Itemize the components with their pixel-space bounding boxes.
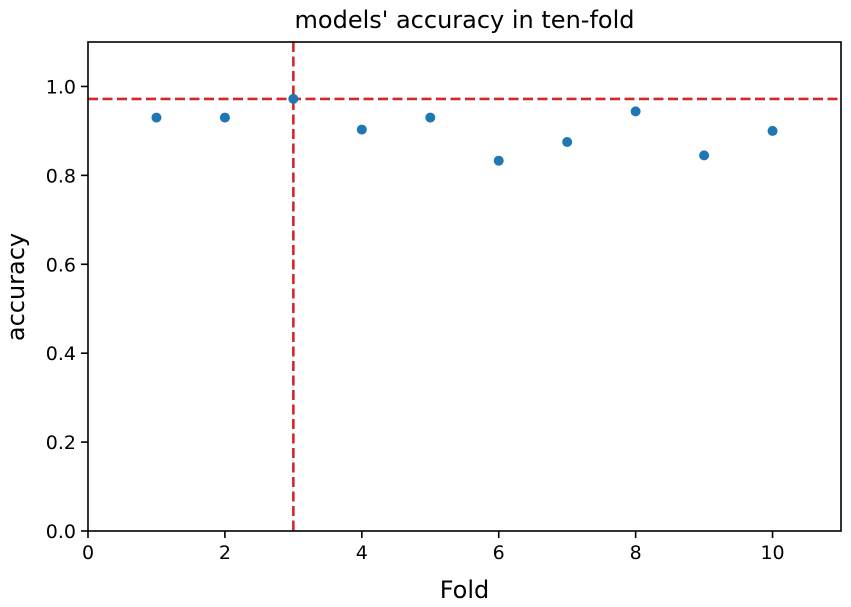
data-point	[356, 124, 367, 135]
x-axis-label: Fold	[440, 576, 490, 604]
plot-area: 0 2 4 6 8 10 0.0 0.2 0.4 0.6 0.8 1.0	[46, 41, 842, 564]
x-tick-label: 10	[760, 542, 784, 564]
plot-frame	[87, 41, 842, 532]
y-axis-label: accuracy	[2, 233, 30, 341]
data-point	[630, 106, 641, 117]
data-point	[425, 112, 436, 123]
x-tick-label: 8	[630, 542, 642, 564]
data-point	[562, 137, 573, 148]
data-point	[151, 112, 162, 123]
data-point	[699, 150, 710, 161]
y-tick-label: 0.0	[46, 521, 76, 543]
data-point	[767, 125, 778, 136]
y-tick-label: 0.8	[46, 165, 76, 187]
x-tick-label: 4	[356, 542, 368, 564]
y-tick-label: 0.2	[46, 432, 76, 454]
y-tick-label: 1.0	[46, 76, 76, 98]
chart-title: models' accuracy in ten-fold	[295, 6, 635, 34]
x-tick-label: 0	[82, 542, 94, 564]
x-tick-label: 2	[219, 542, 231, 564]
x-tick-label: 6	[493, 542, 505, 564]
y-tick-label: 0.4	[46, 343, 76, 365]
y-tick-label: 0.6	[46, 254, 76, 276]
data-point	[288, 93, 299, 104]
data-point	[219, 112, 230, 123]
data-point	[493, 155, 504, 166]
